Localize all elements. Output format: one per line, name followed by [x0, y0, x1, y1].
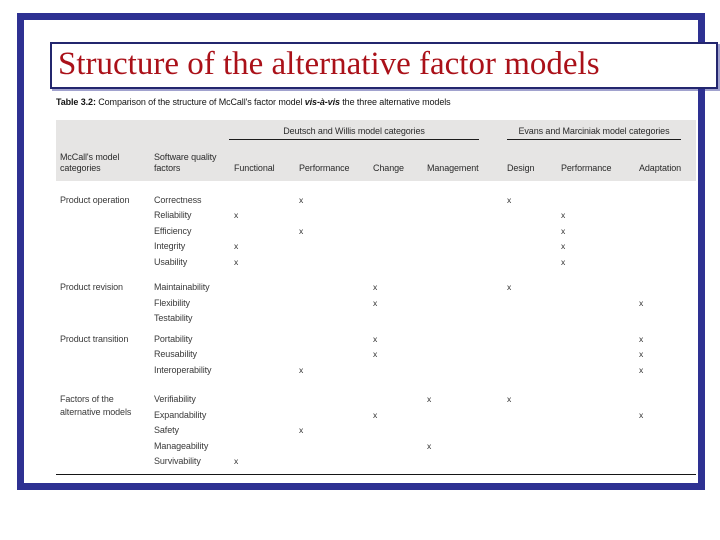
column-header: Performance — [561, 163, 612, 173]
factor-label: Verifiability — [154, 394, 196, 405]
table-row: Safety x — [154, 423, 696, 439]
x-mark: x — [427, 394, 432, 405]
caption-italic-text: vis-à-vis — [304, 97, 340, 107]
x-mark: x — [373, 282, 378, 293]
factor-label: Survivability — [154, 456, 201, 467]
x-mark: x — [561, 256, 566, 267]
x-mark: x — [561, 241, 566, 252]
table-body: Product operation Correctness x x Reliabilit… — [56, 192, 696, 469]
x-mark: x — [639, 364, 644, 375]
table-row: Reusability x x — [154, 347, 696, 363]
table-row: Portability x x — [154, 331, 696, 347]
table-section: Product operation Correctness x x Reliabilit… — [56, 192, 696, 270]
factor-label: Testability — [154, 313, 193, 324]
x-mark: x — [639, 333, 644, 344]
factor-label: Interoperability — [154, 364, 212, 375]
x-mark: x — [299, 225, 304, 236]
group-header-label: Evans and Marciniak model categories — [518, 126, 670, 136]
x-mark: x — [639, 409, 644, 420]
x-mark: x — [373, 409, 378, 420]
x-mark: x — [507, 394, 512, 405]
factor-label: Expandability — [154, 409, 207, 420]
column-header: Adaptation — [639, 163, 682, 173]
column-header: Software quality factors — [154, 152, 217, 173]
factor-label: Portability — [154, 333, 193, 344]
x-mark: x — [299, 364, 304, 375]
x-mark: x — [299, 194, 304, 205]
factor-label: Efficiency — [154, 225, 192, 236]
caption-table-number: Table 3.2: — [56, 97, 99, 107]
x-mark: x — [427, 440, 432, 451]
table-row: Manageability x — [154, 438, 696, 454]
column-header: Management — [427, 163, 479, 173]
table-row: Usability x x — [154, 254, 696, 270]
table-section: Factors of the alternative models Verifia… — [56, 392, 696, 470]
column-header: Change — [373, 163, 404, 173]
x-mark: x — [299, 425, 304, 436]
slide-title: Structure of the alternative factor mode… — [58, 46, 600, 82]
column-headers-row: McCall's model categories Software qualit… — [56, 152, 696, 174]
table-caption: Table 3.2: Comparison of the structure o… — [56, 97, 716, 107]
factor-label: Maintainability — [154, 282, 210, 293]
category-label: Product transition — [60, 333, 129, 344]
table-section: Product revision Maintainability x x Flexibi… — [56, 280, 696, 327]
table-header: Deutsch and Willis model categories Evan… — [56, 120, 696, 181]
factor-label: Manageability — [154, 440, 209, 451]
x-mark: x — [234, 210, 239, 221]
caption-text: Comparison of the structure of McCall's … — [98, 97, 305, 107]
x-mark: x — [639, 349, 644, 360]
x-mark: x — [234, 256, 239, 267]
table-row: Reliability x x — [154, 208, 696, 224]
column-header: Performance — [299, 163, 350, 173]
column-header: Functional — [234, 163, 275, 173]
x-mark: x — [373, 349, 378, 360]
table-row: Correctness x x — [154, 192, 696, 208]
table-row: Maintainability x x — [154, 280, 696, 296]
column-header: Design — [507, 163, 535, 173]
table-row: Verifiability x x — [154, 392, 696, 408]
x-mark: x — [561, 225, 566, 236]
factor-label: Correctness — [154, 194, 202, 205]
caption-text-end: the three alternative models — [339, 97, 451, 107]
factor-label: Flexibility — [154, 297, 190, 308]
slide-title-box: Structure of the alternative factor mode… — [50, 42, 718, 89]
table-row: Flexibility x x — [154, 295, 696, 311]
group-header-label: Deutsch and Willis model categories — [283, 126, 425, 136]
factor-label: Integrity — [154, 241, 186, 252]
x-mark: x — [507, 194, 512, 205]
table-row: Interoperability x x — [154, 362, 696, 378]
table-row: Integrity x x — [154, 239, 696, 255]
factor-label: Safety — [154, 425, 179, 436]
x-mark: x — [234, 241, 239, 252]
category-label: Product operation — [60, 194, 130, 205]
table-row: Efficiency x x — [154, 223, 696, 239]
table-bottom-rule — [56, 474, 696, 475]
category-label: Product revision — [60, 282, 123, 292]
x-mark: x — [639, 297, 644, 308]
factor-label: Usability — [154, 256, 188, 267]
factor-label: Reusability — [154, 349, 197, 360]
group-header-evans-marciniak: Evans and Marciniak model categories — [507, 126, 681, 140]
group-header-deutsch-willis: Deutsch and Willis model categories — [229, 126, 479, 140]
table-row: Testability — [154, 311, 696, 327]
column-header: McCall's model categories — [60, 152, 120, 173]
x-mark: x — [373, 297, 378, 308]
table-row: Survivability x — [154, 454, 696, 470]
slide-frame: Structure of the alternative factor mode… — [17, 13, 718, 490]
x-mark: x — [234, 456, 239, 467]
comparison-table: Deutsch and Willis model categories Evan… — [56, 120, 696, 475]
table-row: Expandability x x — [154, 407, 696, 423]
factor-label: Reliability — [154, 210, 192, 221]
x-mark: x — [561, 210, 566, 221]
x-mark: x — [373, 333, 378, 344]
x-mark: x — [507, 282, 512, 293]
table-section: Product transition Portability x x Reusabili… — [56, 331, 696, 378]
category-label: Factors of the alternative models — [60, 394, 132, 417]
